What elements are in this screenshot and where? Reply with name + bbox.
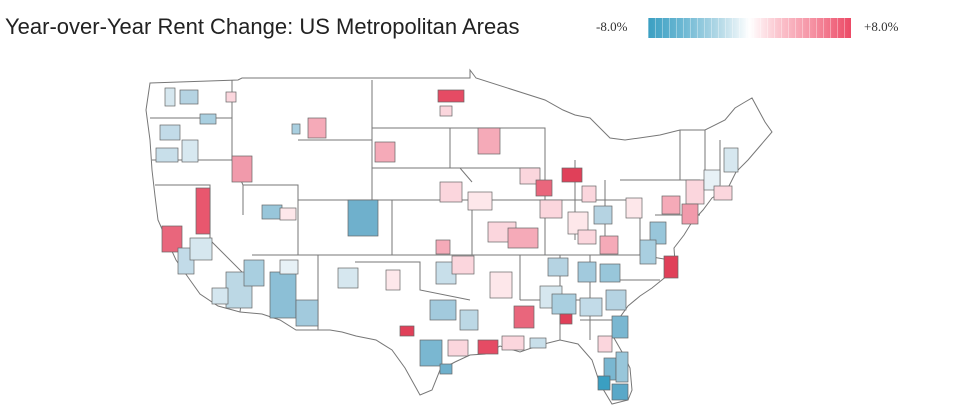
color-scale-legend	[648, 18, 851, 38]
metro-areas	[155, 87, 739, 401]
legend-min-label: -8.0%	[596, 19, 628, 34]
map-title: Year-over-Year Rent Change: US Metropoli…	[5, 14, 520, 39]
legend-max-label: +8.0%	[864, 19, 899, 34]
